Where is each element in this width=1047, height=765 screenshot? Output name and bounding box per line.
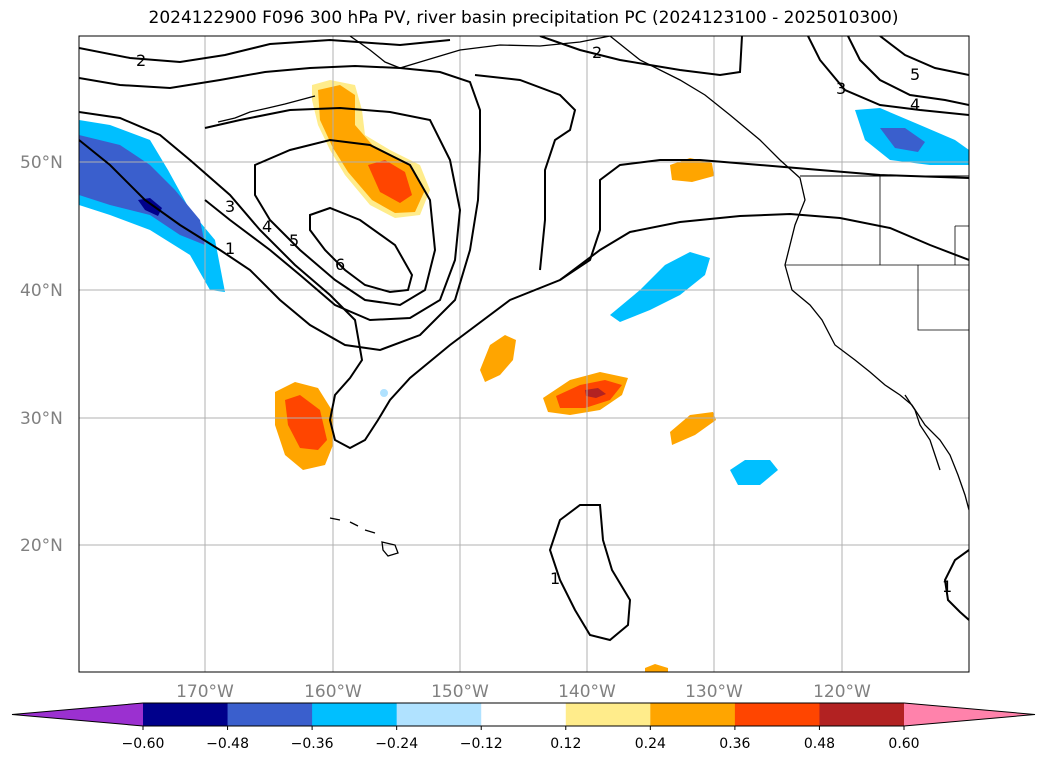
colorbar — [11, 702, 1036, 730]
pv-contour-3-long — [79, 64, 481, 352]
hawaii-islands — [329, 517, 399, 557]
contour-labels: 2 3 4 5 6 1 2 3 4 5 1 1 — [136, 43, 952, 596]
positive-anomaly-bottom — [645, 664, 668, 672]
lat-label-30n: 30°N — [20, 409, 63, 429]
lon-label-140w: 140°W — [558, 682, 616, 702]
contour-label: 2 — [592, 43, 602, 62]
lon-label-120w: 120°W — [813, 682, 871, 702]
map-frame — [78, 35, 970, 673]
pv-contour-4-ne — [847, 36, 969, 106]
contour-label: 5 — [289, 231, 299, 250]
positive-anomaly-southeast — [670, 412, 716, 445]
pv-contour-4 — [204, 106, 462, 322]
colorbar-segment — [481, 703, 567, 726]
pv-contour-5 — [254, 138, 437, 307]
contour-label: 2 — [136, 51, 146, 70]
pv-contour-1-south — [548, 504, 632, 642]
contour-label: 5 — [910, 65, 920, 84]
colorbar-segment — [396, 703, 482, 726]
positive-anomaly-central-peak — [585, 388, 606, 398]
colorbar-tick-label: 0.48 — [804, 736, 835, 752]
negative-anomaly-northwest-peak — [138, 198, 162, 216]
state-borders — [785, 176, 969, 331]
colorbar-extend-low — [12, 703, 143, 726]
lat-label-40n: 40°N — [20, 281, 63, 301]
colorbar-segment — [734, 703, 820, 726]
pv-contour-1-se — [943, 549, 969, 621]
north-america-coast — [609, 36, 969, 511]
pv-contour-3-ne — [807, 36, 969, 116]
colorbar-tick-label: 0.36 — [719, 736, 750, 752]
positive-anomaly-gulf-of-alaska-core — [368, 160, 412, 203]
lat-label-50n: 50°N — [20, 153, 63, 173]
contour-label: 3 — [836, 79, 846, 98]
pv-contour-1-left — [474, 74, 577, 271]
pv-contour-5-ne — [879, 36, 969, 76]
contour-label: 1 — [942, 577, 952, 596]
contour-label: 1 — [550, 569, 560, 588]
colorbar-tick-label: −0.48 — [206, 736, 249, 752]
map-title: 2024122900 F096 300 hPa PV, river basin … — [148, 8, 899, 28]
colorbar-segment — [312, 703, 398, 726]
baja-peninsula — [904, 394, 941, 471]
pv-contour-6 — [309, 206, 414, 294]
aleutian-islands — [217, 95, 316, 123]
colorbar-tick-label: −0.12 — [460, 736, 503, 752]
positive-anomaly-west-core — [285, 395, 327, 450]
coastlines — [217, 36, 969, 557]
colorbar-tick-label: −0.60 — [122, 736, 165, 752]
pv-contour-1-outer — [79, 111, 969, 450]
colorbar-tick-label: −0.36 — [291, 736, 334, 752]
pv-contour-2-arc — [539, 36, 743, 77]
positive-anomaly-central-small — [480, 335, 516, 382]
negative-anomaly-small — [380, 389, 388, 397]
negative-anomaly-midpacific — [610, 252, 710, 322]
negative-anomaly-south — [730, 460, 778, 485]
colorbar-segment — [819, 703, 905, 726]
colorbar-segment — [227, 703, 313, 726]
lon-label-130w: 130°W — [685, 682, 743, 702]
colorbar-tick-labels: −0.60 −0.48 −0.36 −0.24 −0.12 0.12 0.24 0.36 0.4… — [122, 736, 920, 752]
precipitation-shading — [79, 80, 969, 672]
pv-contour-2-north — [79, 38, 451, 64]
contour-label: 6 — [335, 255, 345, 274]
lon-label-160w: 160°W — [304, 682, 362, 702]
colorbar-segment — [565, 703, 651, 726]
colorbar-segment — [143, 703, 229, 726]
colorbar-tick-label: −0.24 — [375, 736, 418, 752]
contour-label: 1 — [225, 239, 235, 258]
contour-label: 4 — [262, 217, 272, 236]
positive-anomaly-ne-small — [670, 158, 714, 182]
graticule — [79, 36, 969, 672]
longitude-labels: 170°W 160°W 150°W 140°W 130°W 120°W — [176, 682, 871, 702]
colorbar-segment — [650, 703, 736, 726]
lat-label-20n: 20°N — [20, 536, 63, 556]
lon-label-150w: 150°W — [431, 682, 489, 702]
contour-label: 4 — [910, 95, 920, 114]
negative-anomaly-bc-core — [880, 128, 925, 152]
alaska-coast — [349, 36, 611, 69]
pv-contour-2-lower — [559, 212, 969, 281]
colorbar-tick-label: 0.60 — [888, 736, 919, 752]
lon-label-170w: 170°W — [176, 682, 234, 702]
colorbar-tick-label: 0.24 — [635, 736, 666, 752]
colorbar-tick-label: 0.12 — [550, 736, 581, 752]
map-panel — [79, 36, 969, 672]
pv-contours — [79, 36, 969, 642]
latitude-labels: 50°N 40°N 30°N 20°N — [20, 153, 63, 556]
colorbar-extend-high — [904, 703, 1035, 726]
contour-label: 3 — [225, 197, 235, 216]
